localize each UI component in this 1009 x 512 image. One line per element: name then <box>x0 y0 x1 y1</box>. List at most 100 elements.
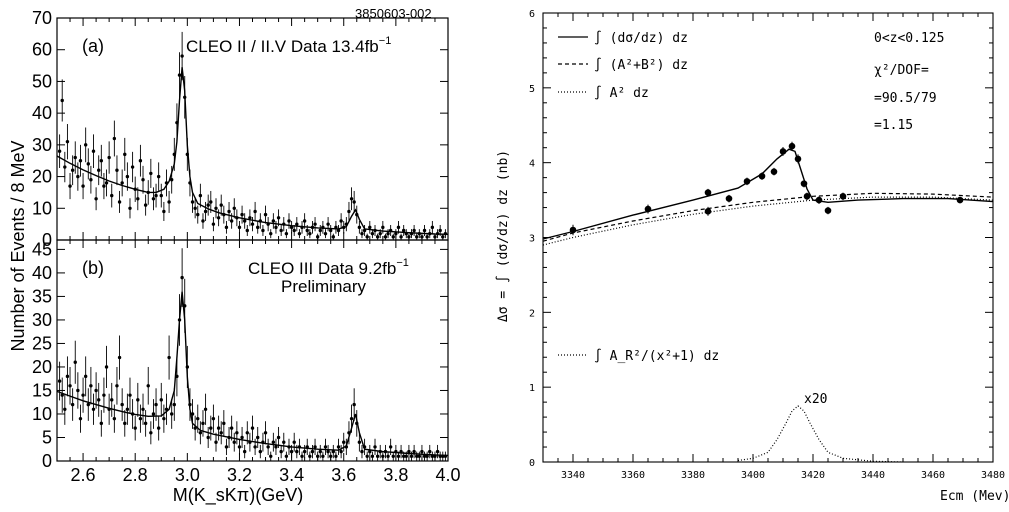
panel-b-data-point <box>112 416 117 421</box>
panel-a-data-point <box>297 231 302 236</box>
panel-b-data-point <box>211 416 216 421</box>
panel-a-data-point <box>97 168 101 172</box>
panel-a-data-point <box>125 174 130 179</box>
panel-b-data-point <box>302 449 307 454</box>
panel-a-data-point <box>430 225 435 230</box>
panel-b-data-point <box>357 440 362 444</box>
panel-a-data-point <box>167 200 171 204</box>
right-data-point <box>794 155 802 163</box>
panel-b-data-point <box>180 275 184 280</box>
panel-b-data-point <box>222 421 226 426</box>
panel-a-data-point <box>339 219 343 223</box>
panel-a-data-point <box>420 235 424 239</box>
legend-label-dashed: ∫ (A²+B²) dz <box>594 57 688 73</box>
panel-b-data-point <box>289 449 294 454</box>
x-tick-label: 3.6 <box>331 465 356 485</box>
right-data-point <box>839 193 847 200</box>
panel-a-data-point <box>305 228 309 233</box>
right-data-point <box>704 189 712 196</box>
annotation-chi2-value: =90.5/79 <box>874 91 937 106</box>
right-data-point <box>644 205 652 213</box>
left-x-axis-label: M(K_sKπ)(GeV) <box>173 485 303 506</box>
panel-a-data-point <box>193 206 197 210</box>
panel-b-data-point <box>388 445 393 449</box>
panel-a-data-point <box>60 98 64 103</box>
panel-a-data-point <box>83 143 88 147</box>
panel-a-data-point <box>318 228 322 233</box>
panel-a-data-point <box>198 193 203 198</box>
right-curve-solid-0 <box>542 148 994 240</box>
panel-a-fit-curve <box>56 67 449 235</box>
panel-a-data-point <box>245 228 249 233</box>
panel-b-title-text: CLEO III Data 9.2fb <box>248 259 396 278</box>
right-legend: ∫ (dσ/dz) dz ∫ (A²+B²) dz ∫ A² dz <box>558 30 688 101</box>
panel-a-data-point <box>261 228 265 233</box>
panel-b-y-tick-label: 45 <box>32 239 52 259</box>
panel-b-data-point <box>190 412 195 416</box>
panel-b-data-point <box>240 435 244 440</box>
panel-b-data-point <box>162 416 166 421</box>
panel-b-data-point <box>99 421 104 426</box>
panel-a-data-point <box>68 184 72 188</box>
panel-b-fit-curve <box>56 291 449 457</box>
panel-a-data-point <box>365 235 369 239</box>
panel-a-data-point <box>279 228 283 233</box>
panel-a-data-point <box>78 159 83 163</box>
panel-b-data-point <box>342 440 346 444</box>
panel-b-data-point <box>263 431 268 435</box>
panel-a-data-point <box>154 193 158 198</box>
panel-b-data-point <box>242 449 247 454</box>
panel-a-data-point <box>227 209 231 214</box>
panel-a-data-point <box>120 181 124 185</box>
panel-b-data-point <box>336 445 341 449</box>
panel-b-data-point <box>428 449 432 454</box>
panel-a-data-point <box>386 231 390 236</box>
panel-b-data-point <box>81 393 85 397</box>
panel-a-data-point <box>269 231 273 236</box>
panel-a-data-point <box>368 225 372 230</box>
panel-a-data-point <box>209 200 213 204</box>
panel-b-data-point <box>89 384 93 388</box>
panel-a-data-point <box>138 159 143 163</box>
panel-b-data-point <box>97 398 101 402</box>
panel-a-data-point <box>237 225 242 230</box>
panel-b-data-point <box>276 435 281 440</box>
right-y-tick-label: 2 <box>529 308 535 319</box>
panel-a-data-point <box>57 149 62 153</box>
panel-a-data-point <box>180 54 184 58</box>
x-tick-label: 2.8 <box>123 465 148 485</box>
panel-b-data-point <box>370 454 375 458</box>
panel-b-data-point <box>310 449 315 454</box>
panel-b-data-point <box>68 384 72 388</box>
panel-b-data-point <box>435 449 440 454</box>
panel-b-data-point <box>415 454 419 458</box>
panel-b-data-point <box>232 440 236 444</box>
panel-b-data-point <box>235 431 239 435</box>
panel-a-data-point <box>216 216 221 220</box>
panel-b-data-point <box>391 454 395 458</box>
panel-b-data-point <box>117 355 122 360</box>
panel-a-data-point <box>86 162 90 166</box>
panel-a-data-point <box>271 219 276 223</box>
right-data-point <box>956 196 964 204</box>
panel-b-data-point <box>123 421 127 426</box>
annotation-chi2-ratio: =1.15 <box>874 118 913 133</box>
panel-b-data-point <box>271 440 276 444</box>
panel-b-data-point <box>203 407 208 411</box>
panel-b-data-point <box>115 384 119 388</box>
panel-a-data-point <box>102 184 106 188</box>
panel-a-y-tick-label: 30 <box>32 135 52 155</box>
panel-b-y-tick-label: 30 <box>32 310 52 330</box>
panel-a-data-point <box>347 209 351 214</box>
right-data-point <box>824 207 832 214</box>
panel-a-data-point <box>394 231 398 236</box>
panel-a-data-point <box>151 197 156 201</box>
panel-a-data-point <box>323 231 328 236</box>
panel-b-data-point <box>83 374 88 379</box>
panel-a-y-tick-label: 40 <box>32 103 52 123</box>
panel-b-data-point <box>404 454 408 458</box>
panel-a-data-point <box>240 212 244 217</box>
panel-a-data-point <box>65 139 70 144</box>
panel-a-data-point <box>357 225 362 230</box>
panel-b-data-point <box>229 426 234 430</box>
